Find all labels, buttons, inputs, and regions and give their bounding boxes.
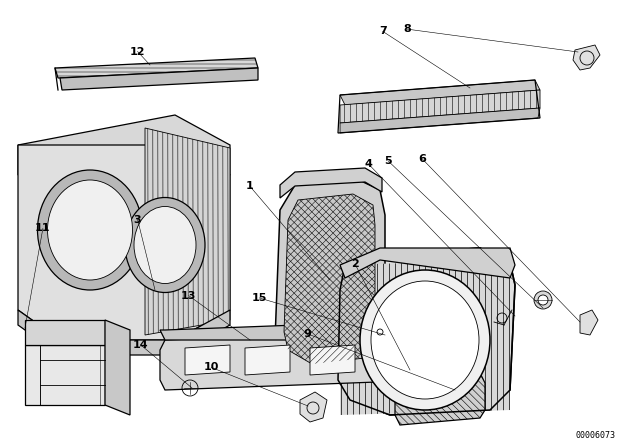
Circle shape	[534, 291, 552, 309]
Polygon shape	[55, 58, 258, 78]
Polygon shape	[280, 168, 382, 198]
Text: 12: 12	[130, 47, 145, 56]
Ellipse shape	[134, 207, 196, 284]
Text: 4: 4	[364, 159, 372, 168]
Polygon shape	[245, 345, 290, 375]
Ellipse shape	[125, 198, 205, 293]
Polygon shape	[18, 310, 230, 355]
Text: 13: 13	[181, 291, 196, 301]
Ellipse shape	[47, 180, 132, 280]
Text: 10: 10	[204, 362, 219, 372]
Text: 2: 2	[351, 259, 359, 269]
Polygon shape	[18, 115, 230, 175]
Ellipse shape	[360, 270, 490, 410]
Polygon shape	[160, 330, 435, 390]
Text: 11: 11	[35, 224, 51, 233]
Polygon shape	[340, 248, 515, 278]
Circle shape	[373, 325, 387, 339]
Ellipse shape	[371, 281, 479, 399]
Polygon shape	[338, 248, 515, 415]
Text: 00006073: 00006073	[575, 431, 615, 440]
Polygon shape	[25, 320, 105, 345]
Polygon shape	[573, 45, 600, 70]
Polygon shape	[284, 194, 375, 364]
Polygon shape	[275, 178, 385, 375]
Polygon shape	[18, 145, 230, 340]
Polygon shape	[310, 345, 355, 375]
Polygon shape	[370, 345, 415, 375]
Polygon shape	[340, 108, 540, 133]
Circle shape	[538, 295, 548, 305]
Polygon shape	[300, 392, 327, 422]
Polygon shape	[105, 320, 130, 415]
Polygon shape	[185, 345, 230, 375]
Polygon shape	[580, 310, 598, 335]
Polygon shape	[160, 320, 435, 340]
Polygon shape	[25, 345, 105, 405]
Text: 7: 7	[379, 26, 387, 36]
Ellipse shape	[38, 170, 143, 290]
Polygon shape	[60, 68, 258, 90]
Polygon shape	[340, 80, 540, 105]
Text: 8: 8	[403, 24, 411, 34]
Text: 5: 5	[385, 156, 392, 166]
Circle shape	[377, 329, 383, 335]
Polygon shape	[395, 373, 485, 425]
Text: 14: 14	[133, 340, 148, 350]
Text: 6: 6	[419, 154, 426, 164]
Polygon shape	[340, 90, 540, 123]
Text: 15: 15	[252, 293, 267, 303]
Polygon shape	[145, 128, 230, 335]
Text: 1: 1	[246, 181, 253, 191]
Text: 3: 3	[134, 215, 141, 224]
Text: 9: 9	[303, 329, 311, 339]
Polygon shape	[340, 260, 510, 415]
